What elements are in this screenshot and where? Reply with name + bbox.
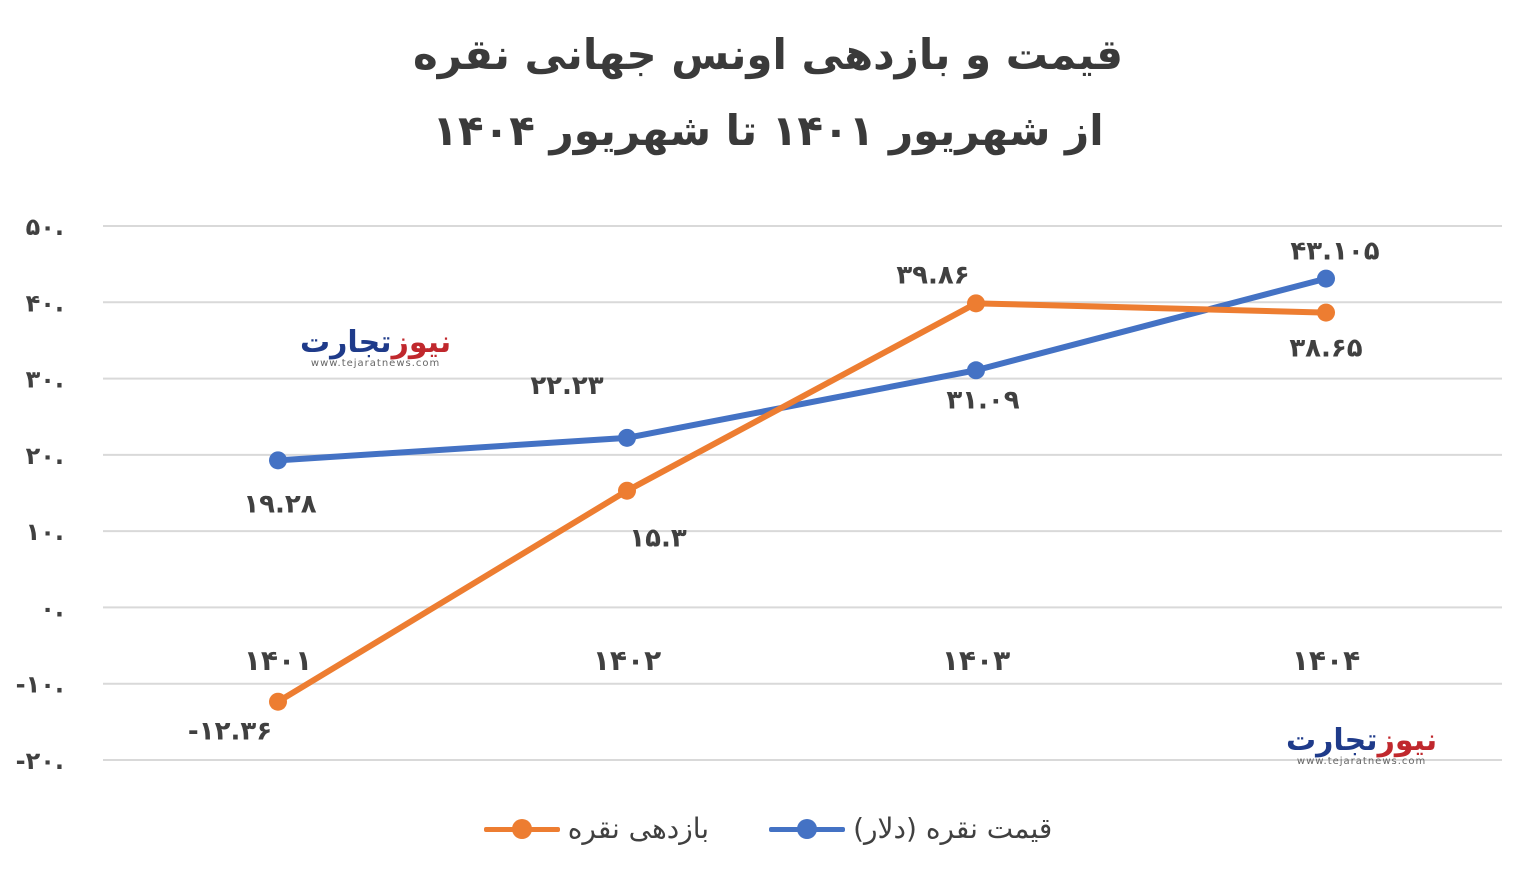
y-tick-label: -۱۰. bbox=[16, 671, 64, 699]
data-point bbox=[1317, 303, 1335, 322]
chart-subtitle: از شهریور ۱۴۰۱ تا شهریور ۱۴۰۴ bbox=[432, 106, 1104, 155]
watermark-logo-top: نیوزتجارت www.tejaratnews.com bbox=[300, 325, 452, 370]
chart-legend: قیمت نقره (دلار) بازدهی نقره bbox=[0, 812, 1536, 845]
y-tick-label: ۰. bbox=[40, 594, 64, 622]
data-point bbox=[1317, 269, 1335, 288]
x-tick-label: ۱۴۰۳ bbox=[942, 644, 1010, 677]
y-tick-label: ۴۰. bbox=[26, 289, 64, 317]
legend-swatch-price bbox=[769, 818, 846, 839]
x-tick-label: ۱۴۰۲ bbox=[593, 644, 661, 677]
y-tick-label: -۲۰. bbox=[16, 747, 64, 775]
series-line bbox=[275, 275, 1329, 464]
data-label: ۳۹.۸۶ bbox=[896, 260, 969, 290]
y-tick-label: ۳۰. bbox=[26, 366, 64, 394]
chart-title: قیمت و بازدهی اونس جهانی نقره bbox=[413, 30, 1123, 79]
data-label: ۴۳.۱۰۵ bbox=[1290, 237, 1379, 267]
data-point bbox=[967, 294, 985, 313]
legend-item-return: بازدهی نقره bbox=[483, 812, 710, 845]
data-point bbox=[618, 428, 636, 447]
data-point bbox=[967, 361, 985, 380]
data-label: -۱۲.۳۶ bbox=[188, 717, 272, 747]
data-label: ۳۸.۶۵ bbox=[1289, 334, 1362, 364]
legend-label-price: قیمت نقره (دلار) bbox=[853, 812, 1053, 845]
data-point bbox=[269, 451, 287, 470]
watermark-logo-bottom: نیوزتجارت www.tejaratnews.com bbox=[1286, 723, 1438, 768]
data-point bbox=[269, 692, 287, 711]
data-label: ۱۵.۳ bbox=[629, 524, 687, 554]
legend-label-return: بازدهی نقره bbox=[567, 812, 710, 845]
y-tick-label: ۵۰. bbox=[26, 213, 64, 241]
data-label: ۱۹.۲۸ bbox=[243, 489, 316, 519]
legend-item-price: قیمت نقره (دلار) bbox=[769, 812, 1052, 845]
legend-swatch-return bbox=[483, 818, 560, 839]
series-line bbox=[275, 300, 1329, 705]
y-tick-label: ۱۰. bbox=[26, 518, 64, 546]
x-tick-label: ۱۴۰۴ bbox=[1292, 644, 1360, 677]
data-label: ۳۱.۰۹ bbox=[946, 385, 1019, 415]
y-tick-label: ۲۰. bbox=[26, 442, 64, 470]
data-point bbox=[618, 481, 636, 500]
x-tick-label: ۱۴۰۱ bbox=[244, 644, 312, 677]
data-label: ۲۲.۲۳ bbox=[530, 371, 603, 401]
